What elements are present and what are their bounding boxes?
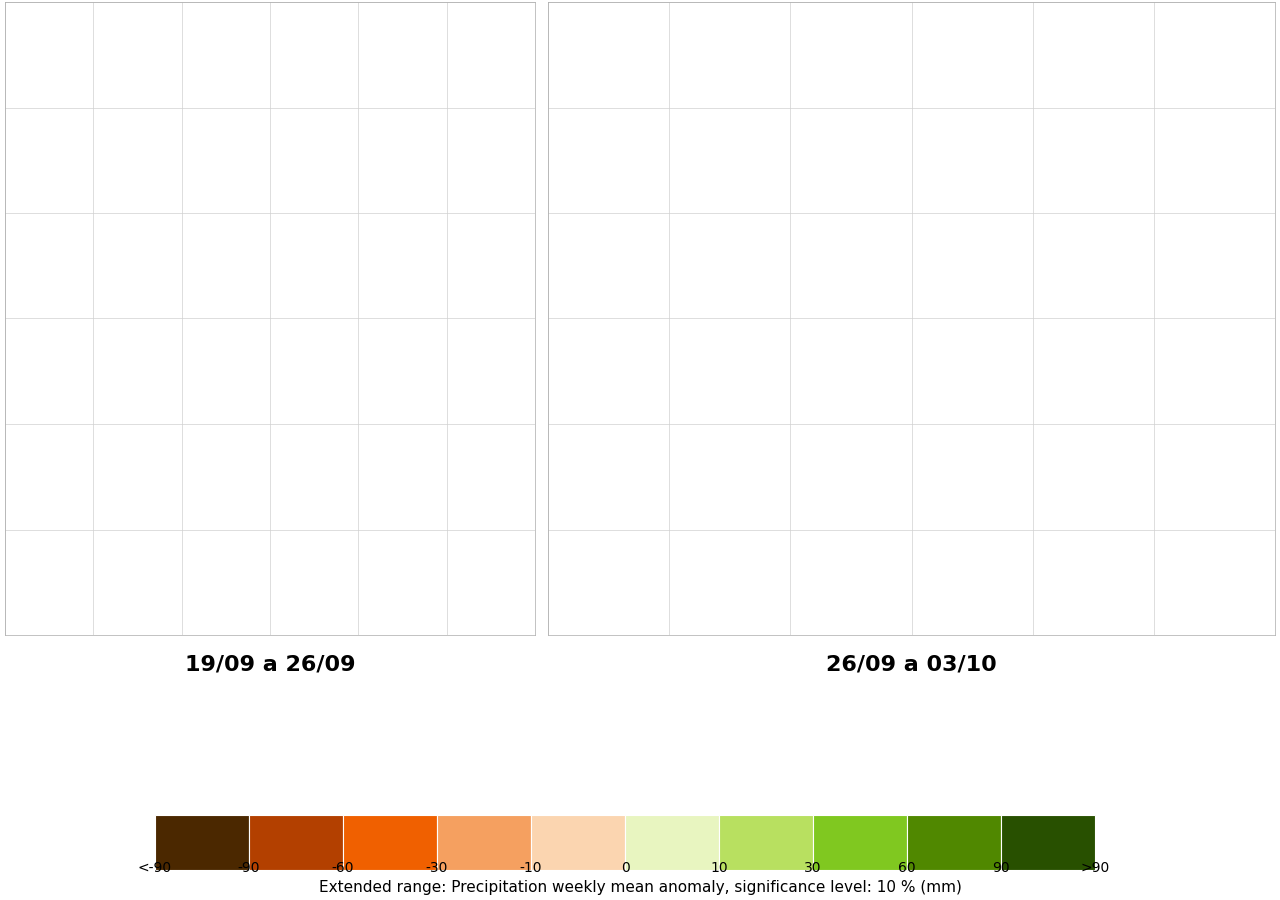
Bar xyxy=(813,815,908,870)
Bar xyxy=(719,815,813,870)
Bar xyxy=(343,815,436,870)
Bar xyxy=(908,815,1001,870)
Bar xyxy=(155,815,250,870)
Text: 26/09 a 03/10: 26/09 a 03/10 xyxy=(826,654,997,674)
Text: 0: 0 xyxy=(621,861,630,875)
Text: 10: 10 xyxy=(710,861,728,875)
Bar xyxy=(625,815,719,870)
Text: 19/09 a 26/09: 19/09 a 26/09 xyxy=(184,654,356,674)
Bar xyxy=(531,815,625,870)
Text: -90: -90 xyxy=(238,861,260,875)
Text: 30: 30 xyxy=(804,861,822,875)
Bar xyxy=(436,815,531,870)
Bar xyxy=(1001,815,1094,870)
Text: 90: 90 xyxy=(992,861,1010,875)
Text: Extended range: Precipitation weekly mean anomaly, significance level: 10 % (mm): Extended range: Precipitation weekly mea… xyxy=(319,880,961,895)
Text: >90: >90 xyxy=(1080,861,1110,875)
Text: -30: -30 xyxy=(426,861,448,875)
Text: -10: -10 xyxy=(520,861,543,875)
Bar xyxy=(250,815,343,870)
Text: 60: 60 xyxy=(899,861,915,875)
Text: -60: -60 xyxy=(332,861,355,875)
Text: <-90: <-90 xyxy=(138,861,172,875)
